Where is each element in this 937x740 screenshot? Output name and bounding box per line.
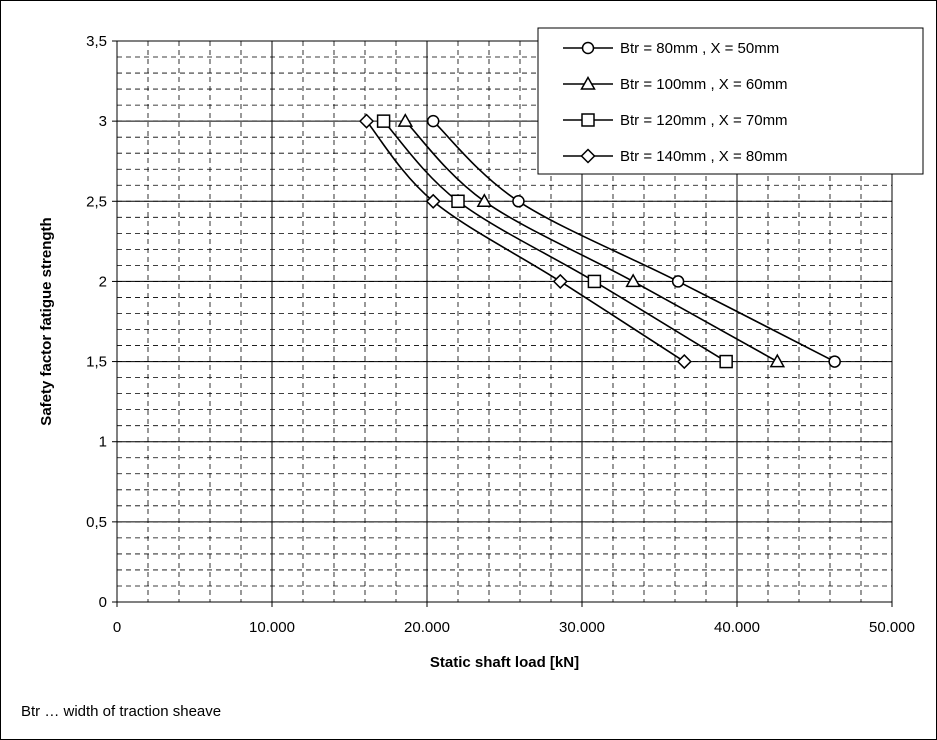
legend-item: Btr = 80mm , X = 50mm (563, 40, 779, 57)
series-1 (426, 114, 841, 368)
data-point-diamond (676, 354, 692, 370)
data-point-triangle (397, 113, 414, 127)
data-point-circle (426, 114, 440, 128)
data-point-square (376, 114, 391, 128)
series-line (383, 120, 727, 363)
legend-label: Btr = 80mm , X = 50mm (620, 40, 779, 57)
y-axis-title: Safety factor fatigue strength (38, 217, 55, 425)
x-tick-label: 0 (113, 619, 121, 636)
data-point-triangle (476, 193, 493, 208)
plot-area-border (116, 40, 893, 603)
y-tick-label: 0,5 (86, 514, 107, 531)
series-line (432, 120, 836, 363)
legend-label: Btr = 120mm , X = 70mm (620, 112, 788, 129)
data-point-circle (828, 355, 841, 368)
legend-item: Btr = 120mm , X = 70mm (563, 112, 788, 129)
y-tick-label: 3 (99, 113, 107, 130)
x-tick-label: 20.000 (404, 619, 450, 636)
legend-marker-square (581, 113, 595, 127)
data-point-diamond (425, 193, 441, 209)
chart: 0 0,5 1 1,5 2 2,5 3 3,5 0 10.000 20.000 30.000 40.00… (38, 27, 924, 671)
data-point-diamond (358, 113, 375, 129)
legend-item: Btr = 100mm , X = 60mm (563, 75, 788, 93)
legend-item: Btr = 140mm , X = 80mm (563, 148, 788, 165)
x-tick-label: 50.000 (869, 619, 915, 636)
x-axis-title: Static shaft load [kN] (430, 654, 579, 671)
y-tick-label: 2,5 (86, 193, 107, 210)
series-4 (358, 113, 692, 370)
legend-label: Btr = 140mm , X = 80mm (620, 148, 788, 165)
data-point-triangle (625, 273, 641, 288)
series-3 (376, 114, 733, 369)
legend-marker-diamond (580, 148, 596, 164)
data-point-diamond (552, 273, 568, 289)
footnote: Btr … width of traction sheave (21, 703, 222, 720)
series-group (358, 113, 841, 370)
y-tick-label: 0 (99, 594, 107, 611)
legend-label: Btr = 100mm , X = 60mm (620, 76, 788, 93)
x-tick-label: 30.000 (559, 619, 605, 636)
data-point-triangle (769, 353, 786, 368)
series-2 (397, 113, 786, 368)
legend: Btr = 80mm , X = 50mm Btr = 100mm , X = 6… (537, 27, 924, 175)
x-tick-label: 40.000 (714, 619, 760, 636)
y-tick-label: 1 (99, 434, 107, 451)
x-tick-label: 10.000 (249, 619, 295, 636)
series-line (404, 120, 778, 363)
legend-marker-circle (581, 41, 595, 55)
data-point-square (587, 274, 602, 289)
series-line (365, 120, 685, 363)
y-tick-label: 3,5 (86, 33, 107, 50)
legend-box (537, 27, 924, 175)
axes: 0 0,5 1 1,5 2 2,5 3 3,5 0 10.000 20.000 30.000 40.00… (38, 33, 915, 671)
data-point-circle (512, 195, 525, 208)
data-point-circle (671, 275, 685, 288)
grid (116, 40, 893, 603)
data-point-square (719, 354, 733, 369)
data-point-square (451, 194, 465, 209)
y-tick-label: 2 (99, 273, 107, 290)
y-tick-label: 1,5 (86, 354, 107, 371)
legend-marker-triangle (580, 75, 596, 90)
